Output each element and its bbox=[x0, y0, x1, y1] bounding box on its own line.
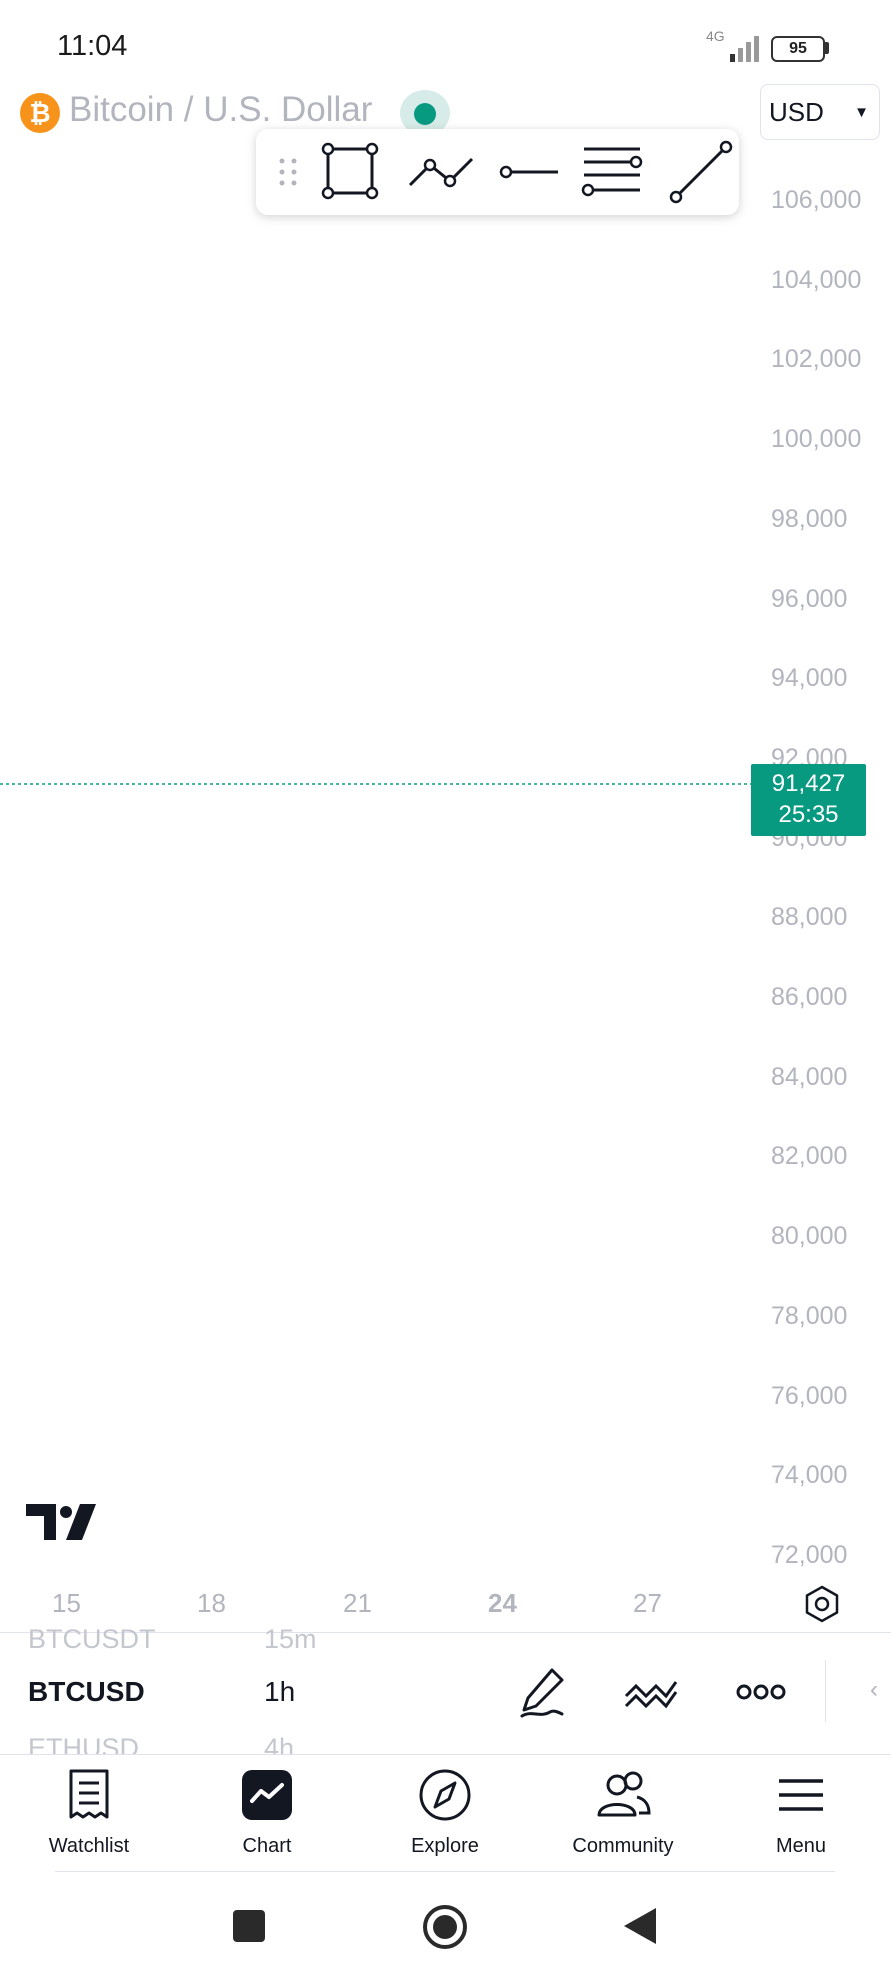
y-tick-label: 78,000 bbox=[771, 1301, 848, 1330]
y-tick-label: 82,000 bbox=[771, 1142, 848, 1171]
y-tick-label: 94,000 bbox=[771, 664, 848, 693]
network-indicator: 4G bbox=[706, 28, 725, 44]
prev-timeframe[interactable]: 15m bbox=[264, 1624, 317, 1654]
y-tick-label: 106,000 bbox=[771, 186, 862, 214]
chevron-down-icon: ▼ bbox=[854, 103, 869, 121]
nav-label: Menu bbox=[775, 1835, 827, 1857]
x-tick-15: 15 bbox=[52, 1588, 81, 1618]
nav-community[interactable]: Community bbox=[553, 1760, 693, 1870]
y-tick-label: 74,000 bbox=[771, 1461, 848, 1490]
community-icon bbox=[597, 1771, 651, 1817]
current-price-badge: 91,427 25:35 bbox=[751, 764, 866, 836]
pencil-icon[interactable] bbox=[518, 1666, 568, 1720]
y-tick-label: 72,000 bbox=[771, 1540, 848, 1569]
chart-icon bbox=[242, 1770, 292, 1820]
trend-line-icon[interactable] bbox=[666, 129, 736, 215]
nav-chart[interactable]: Chart bbox=[197, 1760, 337, 1870]
y-tick-label: 98,000 bbox=[771, 504, 848, 533]
drawing-toolbar bbox=[256, 129, 739, 215]
active-timeframe[interactable]: 1h bbox=[264, 1676, 296, 1707]
collapse-arrow-icon[interactable]: ‹ bbox=[870, 1676, 878, 1703]
path-tool-icon[interactable] bbox=[406, 129, 476, 215]
nav-watchlist[interactable]: Watchlist bbox=[19, 1760, 159, 1870]
y-tick-label: 88,000 bbox=[771, 903, 848, 932]
nav-label: Explore bbox=[411, 1835, 479, 1857]
nav-label: Chart bbox=[242, 1835, 292, 1857]
current-price-value: 91,427 bbox=[771, 770, 846, 797]
y-tick-label: 86,000 bbox=[771, 983, 848, 1011]
watchlist-icon bbox=[69, 1769, 109, 1819]
y-tick-label: 104,000 bbox=[771, 265, 862, 294]
parallel-channel-icon[interactable] bbox=[578, 129, 648, 215]
x-tick-24: 24 bbox=[488, 1588, 517, 1618]
nav-label: Community bbox=[572, 1835, 674, 1857]
nav-label: Watchlist bbox=[48, 1835, 130, 1857]
indicators-icon[interactable] bbox=[624, 1672, 680, 1712]
status-time: 11:04 bbox=[57, 30, 128, 62]
horizontal-ray-icon[interactable] bbox=[494, 129, 564, 215]
y-tick-label: 80,000 bbox=[771, 1222, 848, 1251]
next-symbol[interactable]: ETHUSD bbox=[28, 1733, 140, 1755]
y-tick-label: 84,000 bbox=[771, 1062, 848, 1091]
y-tick-label: 102,000 bbox=[771, 345, 862, 374]
price-chart[interactable] bbox=[0, 150, 891, 1570]
currency-select[interactable]: USD ▼ bbox=[760, 84, 880, 140]
battery-indicator: 95 bbox=[771, 36, 825, 62]
y-tick-label: 100,000 bbox=[771, 425, 862, 454]
divider bbox=[825, 1660, 826, 1722]
symbol-title[interactable]: Bitcoin / U.S. Dollar bbox=[69, 90, 373, 129]
divider bbox=[55, 1871, 835, 1872]
market-open-dot-icon[interactable] bbox=[414, 103, 436, 125]
rectangle-tool-icon[interactable] bbox=[318, 129, 388, 215]
home-button[interactable] bbox=[422, 1904, 468, 1950]
x-tick-27: 27 bbox=[633, 1588, 662, 1618]
chart-settings-icon[interactable] bbox=[802, 1584, 842, 1624]
menu-icon bbox=[779, 1779, 823, 1811]
currency-value: USD bbox=[769, 96, 824, 127]
drag-handle-icon[interactable] bbox=[270, 129, 306, 215]
x-tick-18: 18 bbox=[197, 1588, 226, 1618]
bar-countdown: 25:35 bbox=[778, 801, 839, 828]
nav-menu[interactable]: Menu bbox=[731, 1760, 871, 1870]
back-button[interactable] bbox=[622, 1906, 658, 1946]
bitcoin-logo-icon: ₿ bbox=[20, 93, 60, 133]
network-type: 4G bbox=[706, 28, 725, 44]
recents-button[interactable] bbox=[233, 1910, 265, 1942]
divider bbox=[0, 1632, 891, 1633]
nav-explore[interactable]: Explore bbox=[375, 1760, 515, 1870]
active-symbol[interactable]: BTCUSD bbox=[28, 1676, 145, 1707]
more-options-icon[interactable] bbox=[736, 1680, 786, 1704]
tradingview-logo-icon[interactable] bbox=[26, 1500, 98, 1544]
prev-symbol[interactable]: BTCUSDT bbox=[28, 1624, 156, 1654]
next-timeframe[interactable]: 4h bbox=[264, 1733, 295, 1755]
y-tick-label: 96,000 bbox=[771, 584, 848, 613]
divider bbox=[0, 1754, 891, 1755]
y-tick-label: 76,000 bbox=[771, 1381, 848, 1410]
battery-tip bbox=[825, 42, 829, 54]
compass-icon bbox=[419, 1769, 471, 1821]
signal-icon bbox=[730, 36, 759, 62]
x-tick-21: 21 bbox=[343, 1588, 372, 1618]
